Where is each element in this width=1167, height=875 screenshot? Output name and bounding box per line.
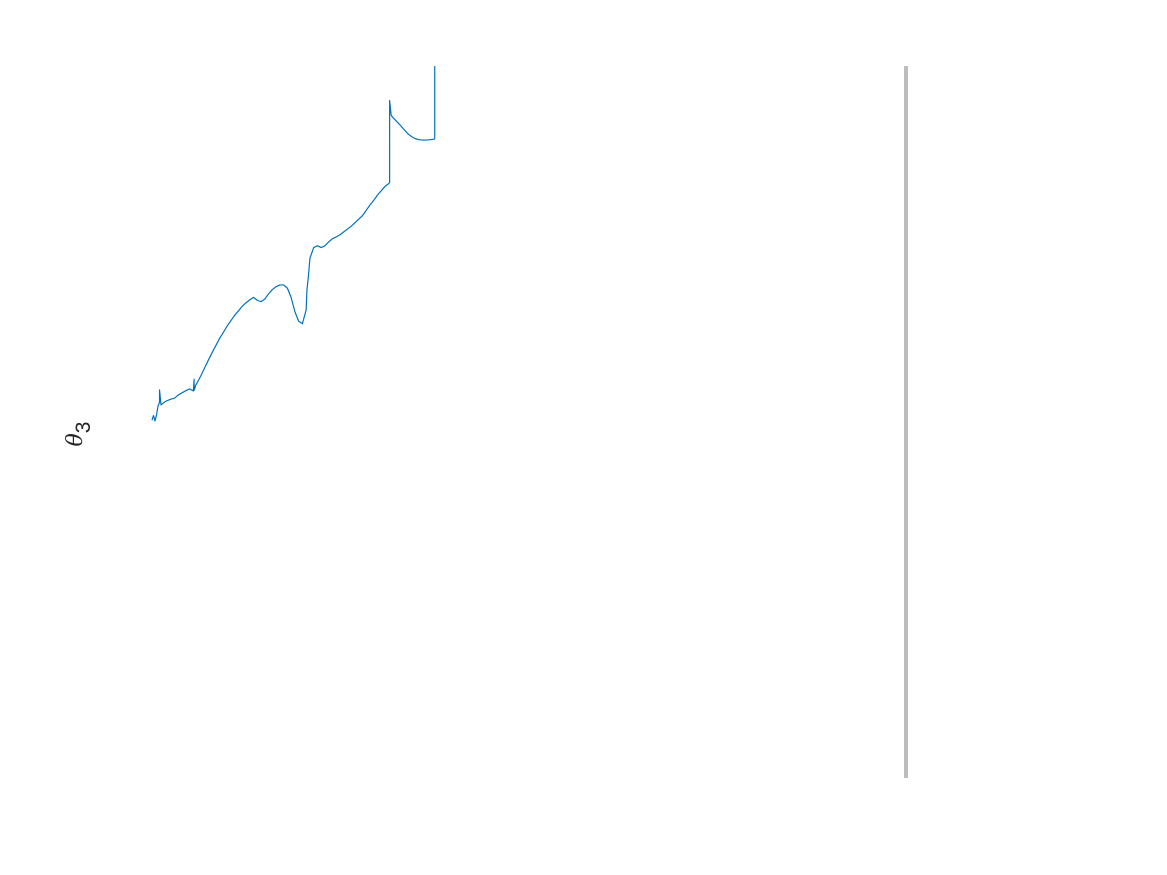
y-axis-label-symbol: θ: [63, 433, 88, 446]
y-axis-label-subscript: 3: [72, 422, 95, 434]
y-axis-label: θ3: [63, 422, 95, 447]
plot-area: [151, 66, 436, 422]
series-line-1: [151, 66, 436, 422]
